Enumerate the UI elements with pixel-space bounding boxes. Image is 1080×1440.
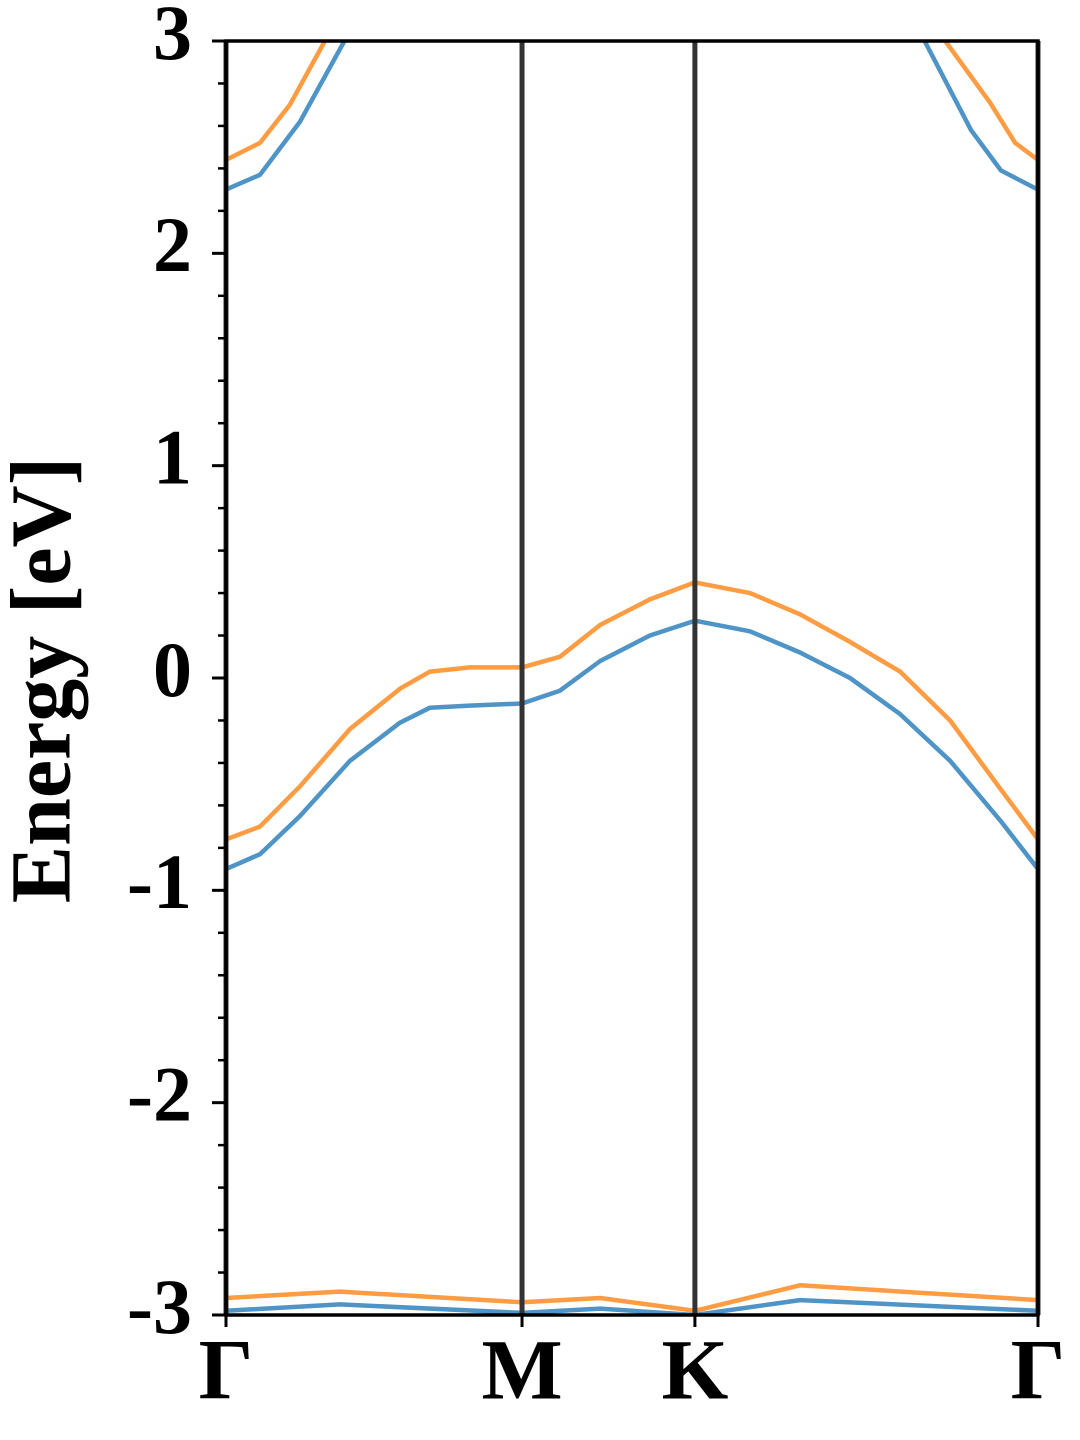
- y-tick-label: 2: [153, 201, 192, 288]
- y-tick-label: -1: [127, 838, 192, 925]
- band-line: [226, 1297, 1038, 1315]
- y-tick-label: -2: [127, 1051, 192, 1138]
- y-axis-label: Energy [eV]: [0, 457, 89, 904]
- band-line: [226, 1283, 1038, 1314]
- x-tick-label: K: [661, 1322, 728, 1418]
- y-tick-label: 3: [153, 0, 192, 76]
- band-line: [226, 580, 1038, 842]
- band-line: [226, 41, 1038, 162]
- plot-frame: [224, 39, 1040, 1317]
- band-line: [226, 618, 1038, 872]
- y-tick-label: -3: [127, 1263, 192, 1350]
- x-tick-label: M: [481, 1322, 562, 1418]
- plot-lines: [226, 41, 1038, 1315]
- y-tick-label: 1: [153, 414, 192, 501]
- y-tick-label: 0: [153, 626, 192, 713]
- x-tick-label: Γ: [1011, 1322, 1066, 1418]
- x-tick-label: Γ: [199, 1322, 254, 1418]
- band-line: [226, 41, 1038, 192]
